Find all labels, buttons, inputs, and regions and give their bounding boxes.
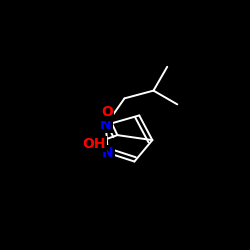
Text: O: O: [101, 106, 113, 120]
Text: N: N: [102, 146, 114, 160]
Text: OH: OH: [82, 137, 106, 151]
Text: N: N: [100, 118, 112, 132]
